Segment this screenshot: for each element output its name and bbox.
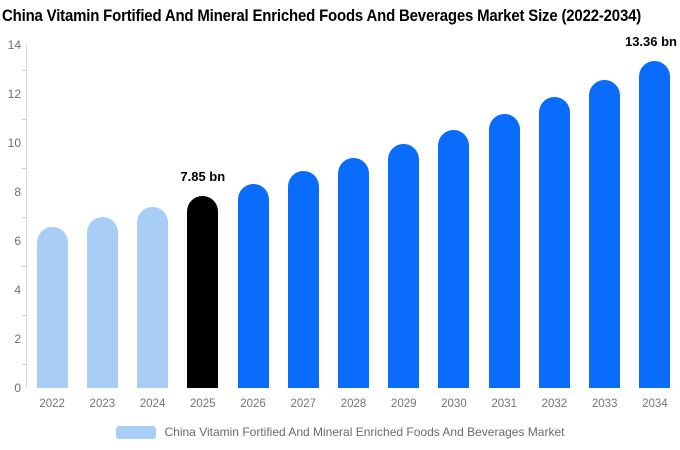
y-tick-label-14: 14 [7, 38, 21, 52]
x-tick-label-2032: 2032 [541, 398, 568, 410]
x-tick-label-2034: 2034 [642, 398, 668, 410]
legend-swatch [115, 425, 156, 439]
bar-2027 [287, 171, 319, 388]
bar-2032 [538, 97, 570, 388]
legend-label: China Vitamin Fortified And Mineral Enri… [164, 425, 565, 439]
bar-2029 [388, 144, 420, 388]
x-tick-label-2028: 2028 [340, 398, 367, 410]
y-minor-tick-13 [22, 69, 26, 71]
value-label-2034: 13.36 bn [624, 33, 677, 49]
x-tick-label-2030: 2030 [441, 398, 467, 410]
bar-2023 [86, 217, 118, 388]
bar-2022 [36, 226, 68, 388]
y-tick-label-10: 10 [7, 136, 21, 150]
plot-area: 2022 2023 2024 2025 7.85 bn 2026 2027 2028 2029 2… [22, 34, 680, 410]
x-tick-label-2026: 2026 [240, 398, 266, 410]
y-minor-tick-9 [22, 167, 26, 169]
x-tick-label-2033: 2033 [591, 398, 618, 410]
bar-2026 [237, 183, 269, 388]
bar-2030 [438, 129, 470, 388]
bar-2024 [137, 206, 169, 388]
bar-2025 [187, 195, 219, 388]
bar-2033 [589, 79, 621, 388]
y-tick-label-4: 4 [14, 283, 21, 297]
x-tick-label-2029: 2029 [390, 398, 417, 410]
x-tick-label-2023: 2023 [89, 398, 116, 410]
chart-title: China Vitamin Fortified And Mineral Enri… [2, 6, 642, 25]
x-tick-label-2031: 2031 [491, 398, 517, 410]
x-tick-label-2022: 2022 [39, 398, 65, 410]
y-tick-label-12: 12 [7, 87, 21, 101]
y-tick-label-8: 8 [14, 185, 21, 199]
x-tick-label-2024: 2024 [139, 398, 166, 410]
bar-2034 [639, 60, 671, 388]
x-tick-label-2027: 2027 [290, 398, 317, 410]
y-minor-tick-7 [22, 216, 26, 218]
legend: China Vitamin Fortified And Mineral Enri… [0, 425, 680, 439]
x-tick-label-2025: 2025 [190, 398, 216, 410]
y-tick-label-0: 0 [14, 381, 21, 395]
y-minor-tick-3 [22, 314, 26, 316]
y-tick-label-2: 2 [14, 332, 21, 346]
y-tick-label-6: 6 [14, 234, 21, 248]
y-minor-tick-11 [22, 118, 26, 120]
value-label-2025: 7.85 bn [180, 168, 226, 184]
y-minor-tick-5 [22, 265, 26, 267]
bar-2028 [338, 158, 369, 388]
bar-2031 [488, 113, 520, 388]
y-minor-tick-1 [22, 363, 26, 365]
